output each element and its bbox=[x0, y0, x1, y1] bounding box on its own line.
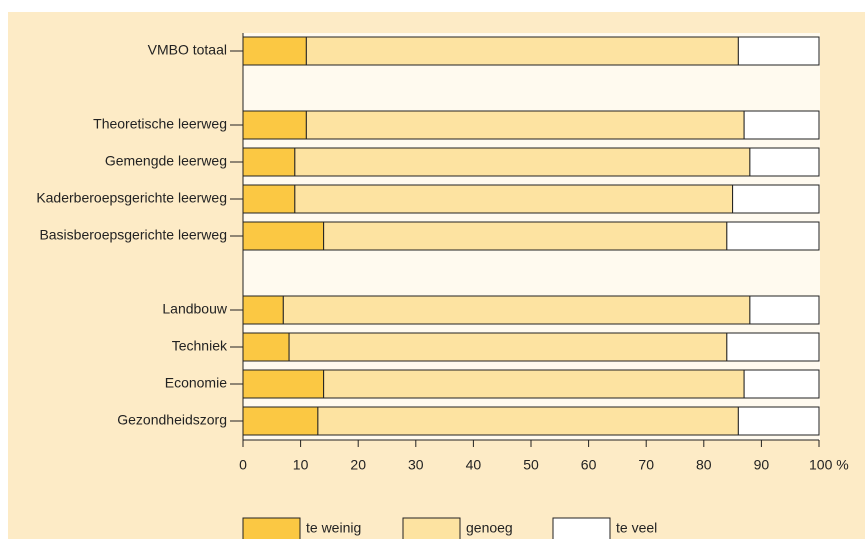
bar-segment bbox=[242, 406, 319, 436]
bar-segment bbox=[317, 406, 739, 436]
x-tick-label: 50 bbox=[523, 457, 539, 473]
bar-segment bbox=[294, 147, 751, 177]
bar-segment bbox=[749, 147, 820, 177]
x-tick-label: 0 bbox=[239, 457, 247, 473]
bar-segment bbox=[242, 369, 325, 399]
bar-segment bbox=[726, 332, 820, 362]
bar-segment bbox=[242, 332, 290, 362]
y-tick-label: VMBO totaal bbox=[148, 42, 227, 58]
bar-segment bbox=[242, 147, 296, 177]
bar-segment bbox=[743, 369, 820, 399]
bar-segment bbox=[288, 332, 728, 362]
bar-segment bbox=[282, 295, 751, 325]
legend-label: genoeg bbox=[466, 520, 513, 536]
bar-segment bbox=[743, 110, 820, 140]
x-tick-label: 70 bbox=[638, 457, 654, 473]
x-tick-label: 20 bbox=[350, 457, 366, 473]
bar-segment bbox=[242, 184, 296, 214]
x-tick-label: 100 % bbox=[809, 457, 849, 473]
x-tick-label: 80 bbox=[696, 457, 712, 473]
bar-segment bbox=[242, 110, 307, 140]
legend-swatch bbox=[242, 517, 301, 544]
bar-segment bbox=[323, 369, 745, 399]
x-tick-label: 90 bbox=[754, 457, 770, 473]
x-tick-label: 10 bbox=[293, 457, 309, 473]
bar-segment bbox=[732, 184, 820, 214]
bar-segment bbox=[737, 406, 820, 436]
bar-segment bbox=[242, 295, 284, 325]
bar-segment bbox=[323, 221, 728, 251]
legend-label: te weinig bbox=[306, 520, 361, 536]
y-tick-label: Kaderberoepsgerichte leerweg bbox=[36, 190, 227, 206]
y-tick-label: Gemengde leerweg bbox=[105, 153, 227, 169]
bar-segment bbox=[305, 110, 745, 140]
y-tick-label: Techniek bbox=[172, 338, 228, 354]
bar-segment bbox=[737, 36, 820, 66]
x-tick-label: 60 bbox=[581, 457, 597, 473]
legend-label: te veel bbox=[616, 520, 657, 536]
y-tick-label: Economie bbox=[165, 375, 227, 391]
y-tick-label: Gezondheidszorg bbox=[117, 412, 227, 428]
y-tick-label: Basisberoepsgerichte leerweg bbox=[39, 227, 227, 243]
legend-swatch bbox=[402, 517, 461, 544]
y-tick-label: Landbouw bbox=[162, 301, 228, 317]
bar-segment bbox=[242, 221, 325, 251]
y-tick-label: Theoretische leerweg bbox=[93, 116, 227, 132]
x-tick-label: 40 bbox=[466, 457, 482, 473]
x-tick-label: 30 bbox=[408, 457, 424, 473]
bar-segment bbox=[305, 36, 739, 66]
bar-segment bbox=[294, 184, 734, 214]
bar-segment bbox=[242, 36, 307, 66]
legend-swatch bbox=[552, 517, 611, 544]
bar-segment bbox=[726, 221, 820, 251]
bar-segment bbox=[749, 295, 820, 325]
